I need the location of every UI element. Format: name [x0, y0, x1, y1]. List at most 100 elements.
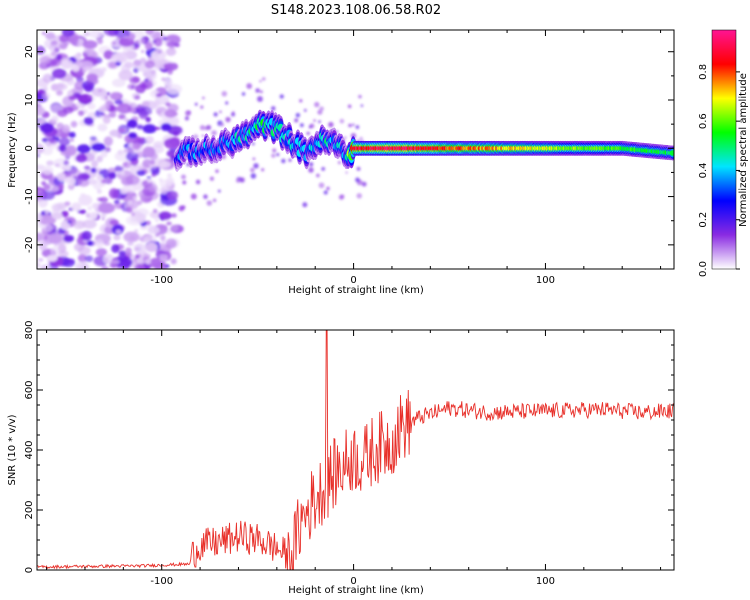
- heatmap-noise-blob: [83, 165, 91, 170]
- heatmap-noise-blob: [169, 137, 181, 147]
- heatmap-noise-blob: [159, 253, 168, 263]
- heatmap-noise-blob: [56, 54, 62, 61]
- heatmap-noise-blob: [115, 256, 133, 268]
- heatmap-scatter-blob: [203, 194, 208, 199]
- heatmap-noise-blob: [37, 45, 46, 55]
- heatmap-scatter-blob: [361, 181, 367, 187]
- heatmap-noise-blob: [68, 95, 77, 101]
- heatmap-noise-blob: [87, 206, 92, 211]
- heatmap-noise-blob: [136, 124, 144, 130]
- heatmap-noise-blob: [132, 141, 141, 151]
- heatmap-noise-blob: [144, 42, 153, 50]
- heatmap-noise-blob: [104, 225, 114, 235]
- heatmap-noise-blob: [45, 32, 56, 40]
- heatmap-noise-blob: [159, 243, 166, 248]
- heatmap-noise-blob: [106, 254, 113, 259]
- heatmap-noise-blob: [161, 77, 166, 82]
- heatmap-scatter-blob: [225, 116, 231, 123]
- heatmap-noise-blob: [145, 136, 155, 144]
- heatmap-noise-blob: [118, 250, 126, 256]
- heatmap-noise-blob: [77, 178, 90, 187]
- heatmap-scatter-blob: [306, 131, 310, 136]
- y-tick-label: 400: [24, 440, 35, 459]
- heatmap-noise-blob: [76, 76, 84, 83]
- heatmap-noise-blob: [153, 141, 165, 148]
- heatmap-noise-blob: [114, 166, 124, 172]
- heatmap-noise-blob: [154, 218, 160, 223]
- heatmap-noise-blob: [165, 238, 177, 249]
- heatmap-scatter-blob: [295, 113, 301, 118]
- heatmap-noise-blob: [96, 189, 102, 194]
- heatmap-noise-blob: [131, 212, 135, 216]
- heatmap-noise-blob: [64, 145, 77, 156]
- heatmap-noise-blob: [56, 83, 65, 89]
- heatmap-scatter-blob: [338, 194, 345, 200]
- heatmap-scatter-blob: [355, 177, 360, 183]
- heatmap-noise-blob: [166, 221, 172, 226]
- heatmap-scatter-blob: [235, 178, 241, 183]
- heatmap-noise-blob: [132, 195, 138, 201]
- heatmap-noise-blob: [90, 167, 97, 174]
- heatmap-noise-blob: [68, 131, 76, 138]
- heatmap-noise-blob: [152, 90, 158, 95]
- snr-background: [37, 330, 674, 570]
- heatmap-scatter-blob: [359, 136, 363, 141]
- heatmap-noise-blob: [87, 95, 93, 99]
- colorbar: 0.0 0.2 0.4 0.6 0.8 Normalized spectral ampl…: [698, 29, 749, 277]
- heatmap-noise-blob: [114, 30, 131, 38]
- heatmap-noise-blob: [41, 92, 51, 100]
- heatmap-noise-blob: [112, 41, 117, 45]
- heatmap-noise-blob: [37, 106, 46, 116]
- heatmap-scatter-blob: [250, 173, 257, 179]
- heatmap-noise-blob: [95, 239, 104, 249]
- heatmap-noise-blob: [126, 119, 138, 129]
- heatmap-scatter-blob: [199, 125, 206, 131]
- heatmap-noise-blob: [149, 211, 162, 219]
- heatmap-scatter-blob: [271, 153, 276, 158]
- heatmap-scatter-blob: [356, 193, 362, 199]
- heatmap-noise-blob: [109, 91, 122, 101]
- heatmap-scatter-blob: [347, 104, 352, 109]
- heatmap-scatter-blob: [194, 102, 198, 106]
- heatmap-noise-blob: [141, 100, 150, 108]
- heatmap-scatter-blob: [294, 118, 299, 123]
- heatmap-noise-blob: [56, 89, 63, 96]
- snr-panel: -100 0 100 0 200 400 600 800 Height of straight…: [7, 320, 675, 596]
- heatmap-noise-blob: [124, 61, 134, 69]
- heatmap-scatter-blob: [279, 94, 284, 99]
- heatmap-noise-blob: [135, 212, 147, 224]
- heatmap-noise-blob: [58, 183, 64, 190]
- heatmap-scatter-blob: [270, 106, 276, 111]
- heatmap-noise-blob: [142, 146, 156, 158]
- heatmap-noise-blob: [78, 194, 93, 206]
- colorbar-tick-label: 0.6: [698, 113, 709, 129]
- heatmap-scatter-blob: [219, 110, 222, 114]
- heatmap-noise-blob: [37, 191, 45, 198]
- heatmap-noise-blob: [41, 31, 46, 36]
- heatmap-noise-blob: [63, 160, 69, 166]
- colorbar-tick-label: 0.2: [698, 212, 709, 228]
- heatmap-noise-blob: [115, 229, 122, 234]
- heatmap-band-blob: [669, 150, 674, 156]
- heatmap-noise-blob: [46, 254, 58, 262]
- heatmap-noise-blob: [145, 116, 151, 123]
- heatmap-noise-blob: [51, 212, 63, 220]
- spectrogram-frame: [36, 29, 675, 270]
- heatmap-scatter-blob: [225, 101, 229, 105]
- heatmap-noise-blob: [96, 174, 103, 181]
- heatmap-noise-blob: [83, 31, 91, 37]
- heatmap-noise-blob: [107, 167, 117, 175]
- heatmap-scatter-blob: [221, 90, 228, 97]
- heatmap-noise-blob: [166, 41, 176, 48]
- heatmap-scatter-blob: [360, 104, 364, 107]
- heatmap-noise-blob: [165, 47, 177, 56]
- heatmap-scatter-blob: [302, 202, 308, 208]
- heatmap-noise-blob: [75, 40, 79, 44]
- heatmap-noise-blob: [83, 116, 94, 126]
- heatmap-noise-blob: [91, 160, 99, 168]
- heatmap-noise-blob: [166, 117, 180, 126]
- heatmap-noise-blob: [171, 213, 177, 218]
- heatmap-noise-blob: [123, 118, 130, 122]
- heatmap-noise-blob: [172, 131, 180, 137]
- heatmap-noise-blob: [153, 100, 161, 108]
